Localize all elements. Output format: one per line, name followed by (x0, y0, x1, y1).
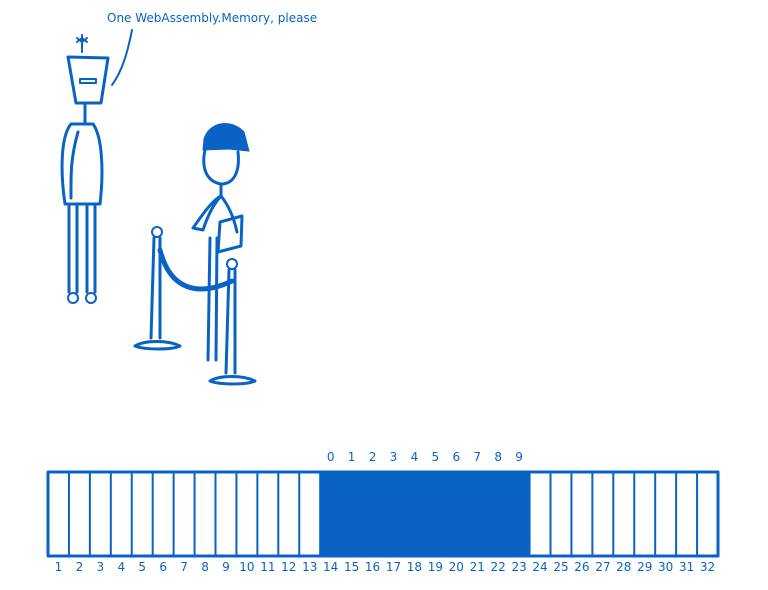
stanchion-right-base (208, 375, 257, 386)
robot-flower (76, 34, 88, 53)
usher-character (191, 123, 250, 362)
usher-head (202, 144, 240, 186)
stanchion-left (133, 226, 182, 351)
robot-leg-right (85, 203, 97, 294)
memory-bottom-label: 27 (595, 560, 610, 574)
memory-bottom-label: 21 (470, 560, 485, 574)
memory-top-label: 6 (452, 450, 460, 464)
memory-bottom-label: 22 (491, 560, 506, 574)
memory-top-label: 8 (494, 450, 502, 464)
memory-top-label: 3 (390, 450, 398, 464)
memory-top-label: 4 (411, 450, 419, 464)
usher-body (191, 194, 223, 232)
speech-text: One WebAssembly.Memory, please (107, 11, 317, 25)
memory-bottom-label: 16 (365, 560, 380, 574)
memory-bottom-label: 28 (616, 560, 631, 574)
memory-bottom-label: 11 (260, 560, 275, 574)
robot-mouth (79, 78, 97, 84)
memory-bottom-label: 17 (386, 560, 401, 574)
memory-bottom-label: 10 (239, 560, 254, 574)
memory-bottom-label: 15 (344, 560, 359, 574)
memory-bottom-label: 4 (117, 560, 125, 574)
stanchion-right (208, 258, 257, 386)
memory-top-label: 2 (369, 450, 377, 464)
speech-tail (111, 29, 133, 86)
robot-head (66, 55, 110, 105)
memory-bottom-label: 19 (428, 560, 443, 574)
memory-bottom-label: 13 (302, 560, 317, 574)
memory-top-label: 5 (432, 450, 440, 464)
velvet-rope (157, 247, 235, 292)
usher-cap-icon (202, 123, 250, 152)
memory-bottom-label: 20 (449, 560, 464, 574)
memory-top-label: 0 (327, 450, 335, 464)
stanchion-left-base (133, 340, 182, 351)
memory-bottom-label: 7 (180, 560, 188, 574)
memory-bottom-label: 2 (76, 560, 84, 574)
memory-top-label: 7 (473, 450, 481, 464)
usher-arm (219, 194, 239, 234)
robot-character (60, 34, 110, 304)
stanchion-right-top-icon (226, 258, 238, 270)
robot-wheel-left (67, 292, 79, 304)
memory-bottom-label: 5 (138, 560, 146, 574)
stanchion-left-top-icon (151, 226, 163, 238)
robot-wheel-right (85, 292, 97, 304)
memory-bottom-label: 29 (637, 560, 652, 574)
robot-arm (69, 130, 80, 200)
memory-bottom-label: 3 (97, 560, 105, 574)
memory-top-label: 9 (515, 450, 523, 464)
memory-bottom-label: 31 (679, 560, 694, 574)
memory-bottom-label: 12 (281, 560, 296, 574)
memory-strip: 1 2 3 4 5 6 7 8 9 10 11 12 13 14 15 16 17 18 19 20 21 22 23 24 2… (46, 450, 720, 574)
memory-bottom-label: 32 (700, 560, 715, 574)
memory-bottom-label: 24 (532, 560, 547, 574)
robot-leg-left (67, 203, 79, 294)
usher-leg-left (206, 236, 212, 362)
memory-bottom-label: 6 (159, 560, 167, 574)
robot-body (60, 122, 104, 206)
memory-bottom-label: 26 (574, 560, 589, 574)
memory-bottom-label: 1 (55, 560, 63, 574)
stanchion-right-post (224, 268, 237, 375)
memory-bottom-label: 9 (222, 560, 230, 574)
memory-bottom-label: 8 (201, 560, 209, 574)
memory-top-label: 1 (348, 450, 356, 464)
usher-clipboard (216, 214, 244, 254)
memory-bottom-label: 14 (323, 560, 338, 574)
memory-bottom-label: 30 (658, 560, 673, 574)
memory-bottom-label: 25 (553, 560, 568, 574)
memory-bottom-label: 18 (407, 560, 422, 574)
usher-leg-right (214, 236, 219, 362)
memory-bottom-label: 23 (511, 560, 526, 574)
